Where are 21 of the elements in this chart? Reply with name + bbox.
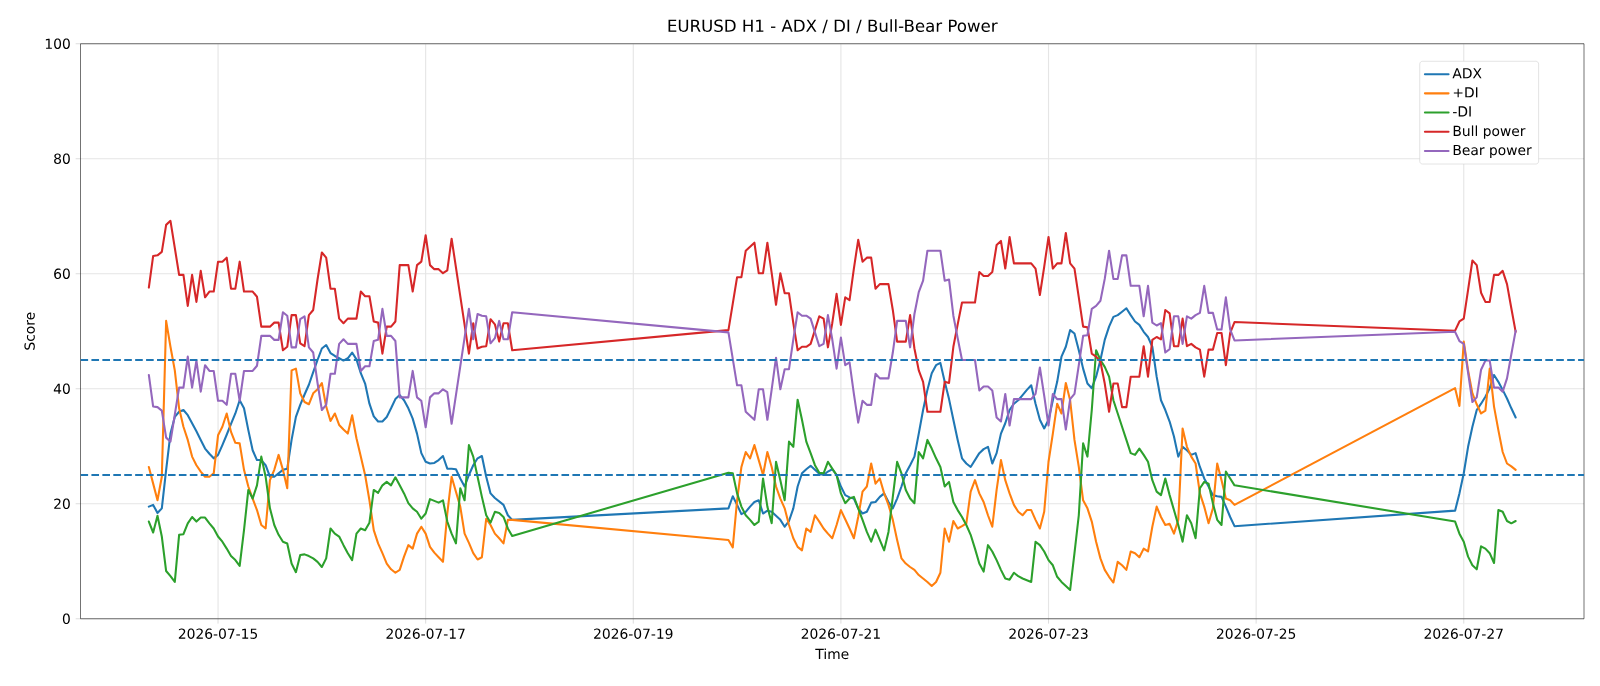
y-tick-label: 0 [62,613,70,624]
x-tick-label: 2026-07-23 [1009,628,1088,639]
x-tick-label: 2026-07-15 [178,628,258,639]
x-tick-label: 2026-07-19 [594,628,673,639]
legend-label: Bull power [1453,125,1526,139]
chart-title: EURUSD H1 - ADX / DI / Bull-Bear Power [668,19,998,34]
x-tick-label: 2026-07-27 [1424,628,1503,639]
y-axis-title: Score [24,312,35,350]
legend-label: -DI [1453,106,1471,117]
x-tick-label: 2026-07-21 [801,628,880,639]
x-axis-title: Time [815,648,849,660]
legend-label: +DI [1453,87,1478,98]
x-tick-label: 2026-07-25 [1216,628,1296,639]
y-tick-label: 100 [45,38,70,49]
legend-label: ADX [1452,68,1482,79]
y-tick-label: 40 [53,383,70,394]
y-tick-label: 80 [54,153,70,164]
y-tick-label: 60 [54,268,70,279]
x-tick-label: 2026-07-17 [386,628,465,639]
y-tick-label: 20 [54,498,70,509]
legend-label: Bear power [1453,144,1532,158]
